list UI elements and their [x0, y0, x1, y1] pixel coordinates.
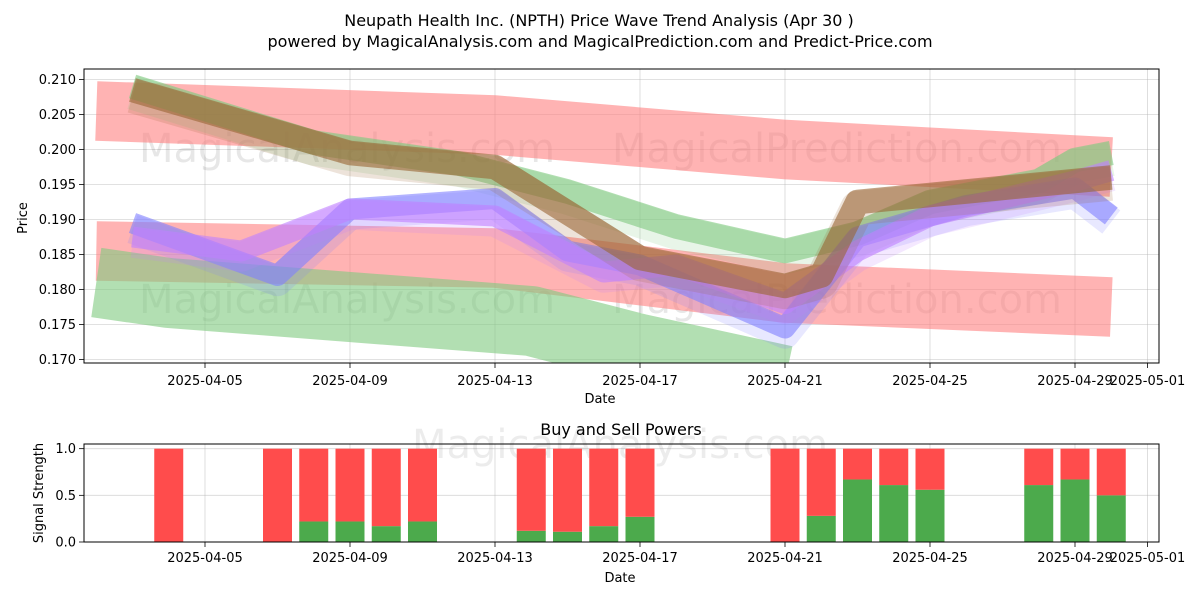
buy-bar	[335, 521, 365, 542]
price-y-tick-label: 0.185	[39, 248, 76, 263]
chart-title: Neupath Health Inc. (NPTH) Price Wave Tr…	[344, 11, 854, 30]
price-y-tick-label: 0.195	[39, 178, 76, 193]
buy-bar	[589, 526, 619, 542]
sell-bar	[516, 448, 546, 531]
sell-bar	[335, 448, 365, 522]
sell-bar	[806, 448, 836, 516]
price-x-tick-label: 2025-05-01	[1110, 374, 1186, 389]
price-x-tick-label: 2025-04-09	[312, 374, 388, 389]
price-x-label: Date	[584, 392, 615, 407]
price-x-tick-label: 2025-04-21	[747, 374, 823, 389]
signal-y-tick-label: 0.5	[55, 489, 76, 504]
price-y-tick-label: 0.210	[39, 73, 76, 88]
sell-bar	[1060, 448, 1090, 480]
sell-bar	[589, 448, 619, 527]
signal-panel: Buy and Sell Powers MagicalAnalysis.com …	[32, 420, 1185, 586]
signal-x-tick-label: 2025-04-13	[457, 551, 533, 566]
price-y-tick-label: 0.200	[39, 143, 76, 158]
price-axes: 2025-04-05 2025-04-09 2025-04-13 2025-04-17…	[39, 73, 1186, 389]
signal-axes: 2025-04-05 2025-04-09 2025-04-13 2025-04-17…	[55, 442, 1185, 566]
buy-bar	[625, 516, 655, 542]
sell-bar	[154, 448, 184, 542]
price-x-tick-label: 2025-04-13	[457, 374, 533, 389]
price-plot-frame	[83, 68, 1160, 364]
signal-x-tick-label: 2025-04-05	[167, 551, 243, 566]
sell-bar	[408, 448, 437, 522]
signal-x-label: Date	[604, 571, 635, 586]
watermark-signal: MagicalAnalysis.com	[412, 422, 828, 468]
sell-bar	[1024, 448, 1054, 486]
buy-bar	[1024, 485, 1054, 542]
series-brown-wave-echo	[127, 79, 1113, 310]
price-y-tick-label: 0.205	[39, 108, 76, 123]
buy-bar	[553, 531, 582, 542]
buy-bar	[915, 489, 945, 542]
signal-y-label: Signal Strength	[32, 443, 47, 543]
series-brown-wave	[129, 78, 1113, 299]
signal-plot-frame	[83, 443, 1160, 543]
signal-x-tick-label: 2025-04-17	[602, 551, 678, 566]
buy-bar	[1060, 479, 1090, 542]
sell-bar	[371, 448, 401, 527]
sell-bar	[299, 448, 329, 522]
sell-bar	[843, 448, 872, 480]
series-red-upper-channel	[95, 81, 1113, 197]
buy-bar	[879, 485, 909, 542]
signal-x-tick-label: 2025-04-21	[747, 551, 823, 566]
signal-title: Buy and Sell Powers	[540, 420, 702, 439]
buy-bar	[806, 515, 836, 542]
buy-bar	[299, 521, 329, 542]
price-panel: MagicalAnalysis.com MagicalPrediction.co…	[16, 68, 1186, 407]
sell-bar	[879, 448, 909, 486]
buy-bar	[843, 479, 872, 542]
buy-bar	[516, 530, 546, 542]
buy-bar	[371, 526, 401, 542]
sell-bar	[553, 448, 582, 532]
signal-x-tick-label: 2025-04-25	[892, 551, 968, 566]
sell-bar	[915, 448, 945, 490]
signal-bars	[154, 448, 1126, 542]
signal-x-tick-label: 2025-05-01	[1110, 551, 1186, 566]
signal-y-tick-label: 0.0	[55, 536, 76, 551]
sell-bar	[263, 448, 292, 542]
buy-bar	[408, 521, 437, 542]
buy-bar	[1096, 495, 1126, 542]
signal-x-tick-label: 2025-04-09	[312, 551, 388, 566]
sell-bar	[1096, 448, 1126, 496]
chart-subtitle: powered by MagicalAnalysis.com and Magic…	[267, 32, 932, 51]
series-green-lower-channel	[91, 247, 793, 363]
sell-bar	[625, 448, 655, 517]
price-x-tick-label: 2025-04-29	[1037, 374, 1113, 389]
signal-x-tick-label: 2025-04-29	[1037, 551, 1113, 566]
price-y-tick-label: 0.180	[39, 283, 76, 298]
price-x-tick-label: 2025-04-17	[602, 374, 678, 389]
price-x-tick-label: 2025-04-25	[892, 374, 968, 389]
price-y-tick-label: 0.175	[39, 318, 76, 333]
price-series	[91, 74, 1121, 363]
price-y-tick-label: 0.190	[39, 213, 76, 228]
price-x-tick-label: 2025-04-05	[167, 374, 243, 389]
price-y-label: Price	[16, 202, 31, 234]
signal-y-tick-label: 1.0	[55, 442, 76, 457]
sell-bar	[770, 448, 800, 542]
price-y-tick-label: 0.170	[39, 353, 76, 368]
